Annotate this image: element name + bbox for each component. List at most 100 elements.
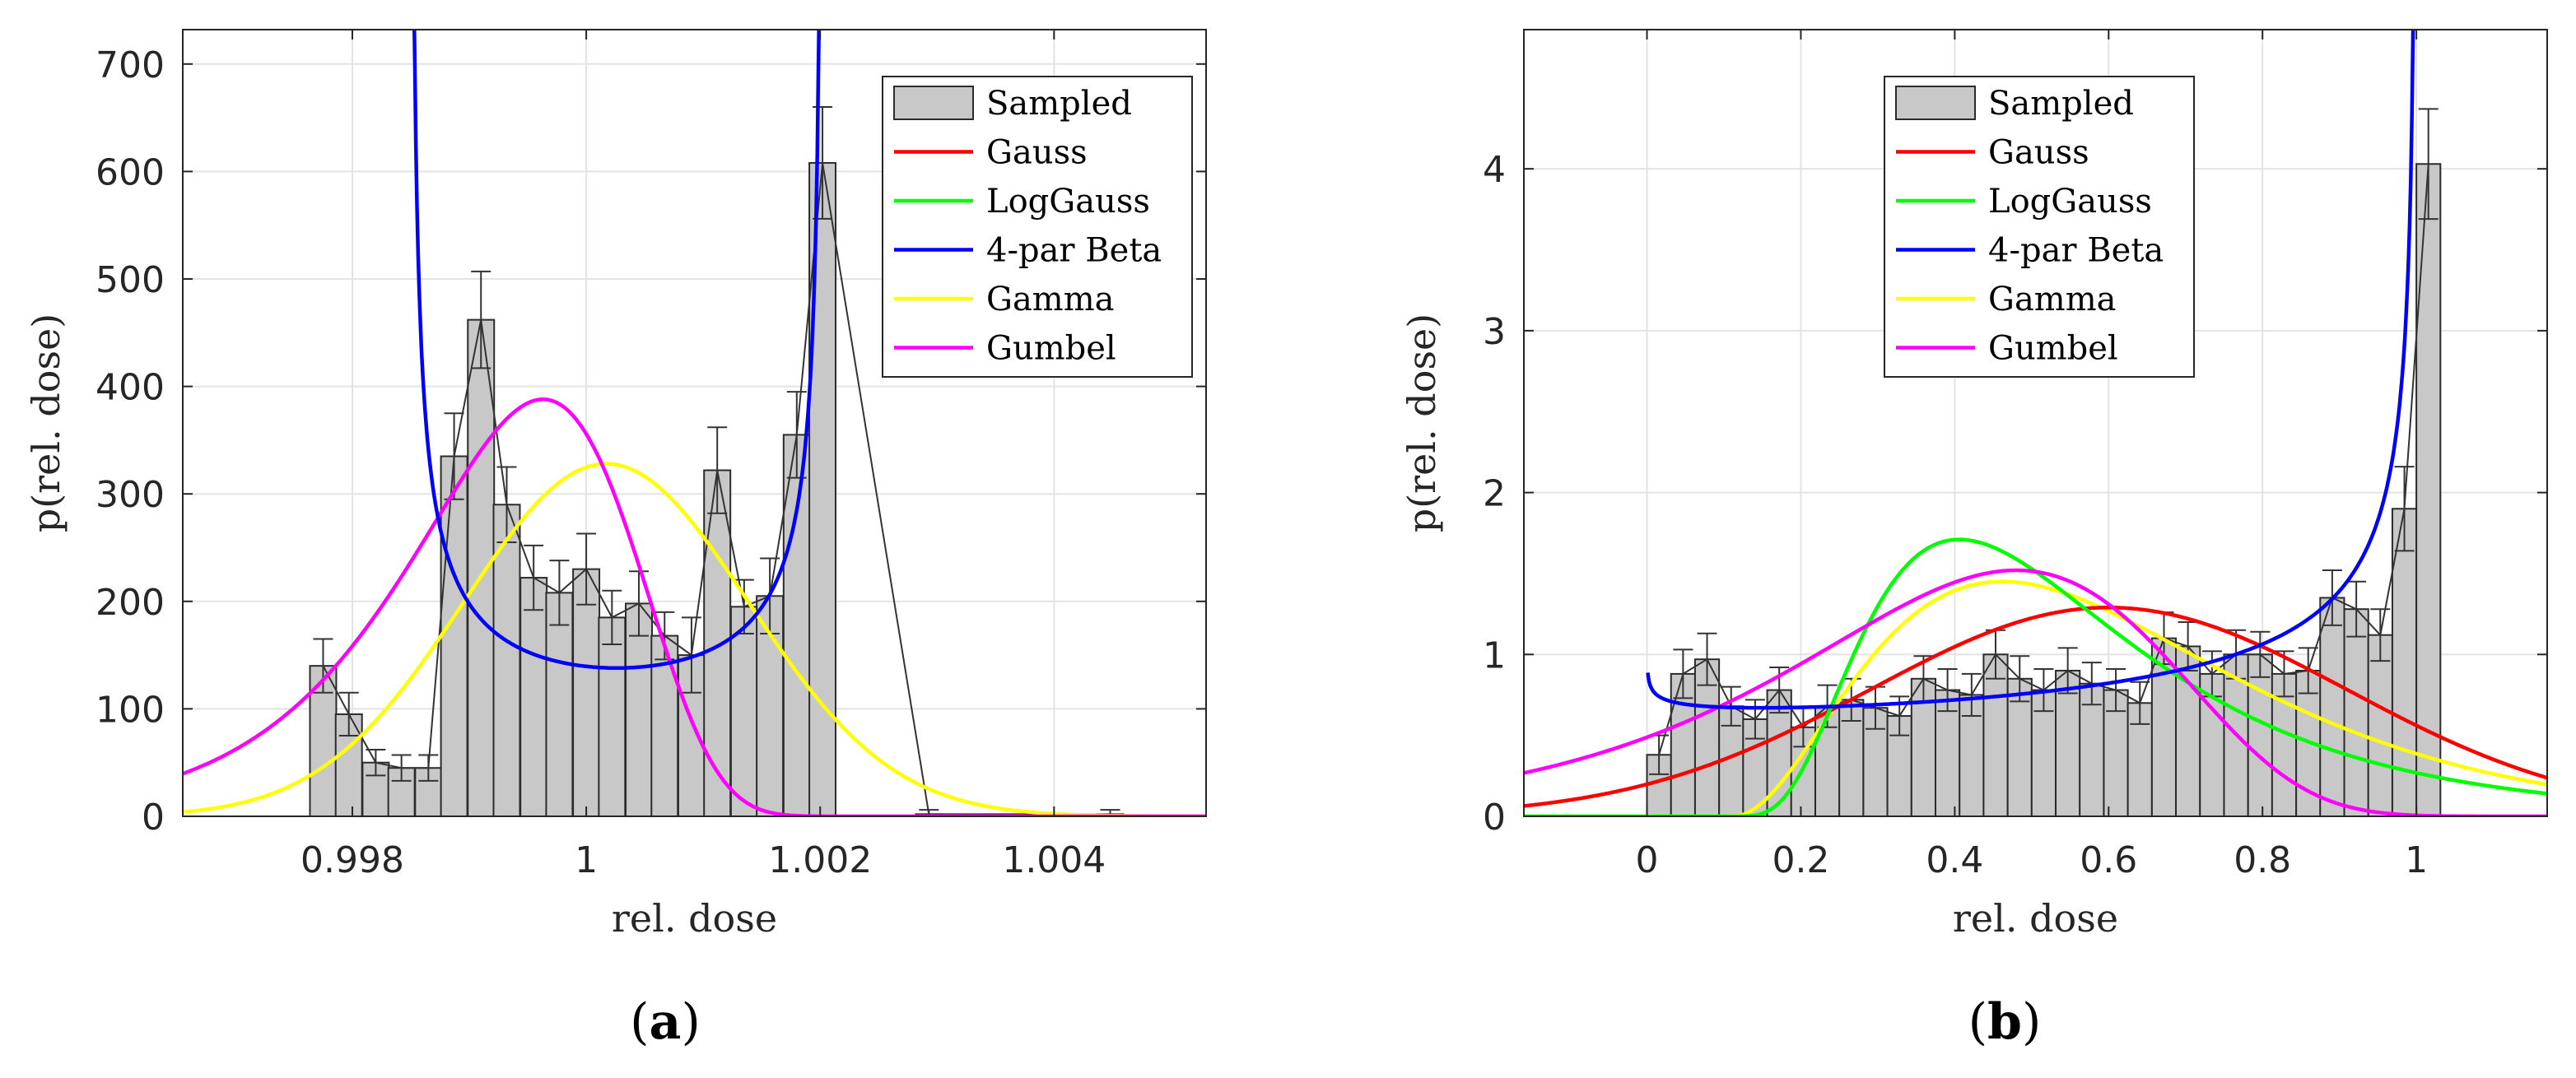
histogram-bar — [2247, 653, 2273, 816]
x-axis-title: rel. dose — [1953, 896, 2118, 941]
histogram-bar — [572, 568, 601, 816]
legend-item-label: Gamma — [1988, 281, 2117, 318]
axes-box — [182, 29, 1207, 817]
curve-gamma — [1524, 579, 2547, 816]
error-bar — [2081, 662, 2102, 706]
x-tick-label: 0.998 — [300, 839, 404, 881]
histogram-bar — [492, 504, 521, 816]
error-bar — [2057, 647, 2078, 695]
y-axis-title: p(rel. dose) — [24, 314, 68, 532]
legend-item-label: Gumbel — [1988, 330, 2118, 368]
error-bar — [366, 749, 386, 777]
error-bar — [418, 754, 439, 782]
error-bar — [313, 638, 333, 694]
legend-box — [1884, 76, 2195, 378]
x-tick-label: 1 — [575, 839, 598, 881]
x-tick-label: 0.4 — [1926, 839, 1983, 881]
y-tick-label: 300 — [95, 474, 165, 516]
histogram-bar — [729, 606, 758, 816]
y-tick-label: 400 — [95, 367, 165, 409]
curve-4-par-beta — [412, 30, 821, 671]
histogram-bar — [1982, 653, 2009, 816]
error-bar — [2370, 608, 2391, 662]
error-bar — [391, 754, 412, 782]
legend-item-label: Sampled — [1988, 85, 2134, 123]
histogram-bar — [2415, 163, 2442, 816]
y-tick-label: 0 — [1483, 797, 1506, 839]
histogram-bar — [545, 592, 574, 816]
x-tick-label: 0.6 — [2080, 839, 2137, 881]
panel-a: 0.998 1 1.002 1.004 0 100 200 300 400 500 600 700 re… — [24, 29, 1207, 1051]
legend: Sampled Gauss LogGauss 4-par Beta Gamma Gumbe… — [882, 76, 1193, 378]
plot-content — [1524, 30, 2547, 816]
legend-item-label: Gauss — [986, 134, 1088, 172]
histogram-bar — [598, 616, 627, 816]
error-bar — [2106, 667, 2126, 713]
histogram-bar — [782, 434, 811, 816]
curve-4-par-beta — [1646, 30, 2415, 710]
y-tick-label: 4 — [1483, 149, 1506, 191]
histogram-bar — [467, 318, 496, 816]
curve-gauss — [1524, 605, 2547, 808]
error-bar — [1697, 632, 1717, 686]
y-tick-label: 700 — [95, 44, 165, 86]
panel-label: (a) — [630, 993, 701, 1051]
error-bar — [549, 560, 570, 626]
plot-content — [183, 30, 1206, 816]
x-tick-label: 1.004 — [1002, 839, 1106, 881]
error-bar — [524, 544, 544, 611]
error-bar — [1937, 667, 1958, 713]
error-bar — [2346, 580, 2367, 638]
legend-item-label: Gauss — [1988, 134, 2089, 172]
histogram-bar — [2367, 634, 2393, 816]
panel-letter: a — [650, 993, 682, 1051]
legend-item-label: LogGauss — [1988, 183, 2152, 221]
x-tick-label: 1 — [2405, 839, 2428, 881]
y-tick-label: 1 — [1483, 634, 1506, 676]
axes-box — [1523, 29, 2548, 817]
y-axis-title: p(rel. dose) — [1400, 314, 1444, 532]
histogram-bar — [2343, 608, 2369, 816]
x-tick-label: 1.002 — [768, 839, 872, 881]
legend-item-label: Gamma — [986, 281, 1115, 318]
panel-b: 0 0.2 0.4 0.6 0.8 1 0 1 2 3 4 rel. dose p(rel. dose)… — [1400, 29, 2548, 1051]
histogram-bar — [703, 469, 732, 816]
panel-letter: b — [1987, 993, 2022, 1051]
error-bar — [654, 611, 675, 661]
error-bar — [2250, 630, 2271, 678]
x-tick-label: 0 — [1636, 839, 1659, 881]
panel-label: (b) — [1968, 993, 2042, 1051]
y-tick-label: 200 — [95, 582, 165, 624]
error-bar — [2418, 108, 2439, 221]
legend-swatch-sampled — [893, 86, 974, 120]
x-tick-label: 0.8 — [2234, 839, 2291, 881]
legend-item-label: 4-par Beta — [1988, 232, 2164, 270]
error-bar — [338, 691, 359, 737]
curve-gumbel — [183, 397, 1206, 816]
legend-item-label: Gumbel — [986, 330, 1116, 368]
y-tick-label: 500 — [95, 259, 165, 301]
error-bar — [707, 426, 728, 514]
legend-item-label: Sampled — [986, 85, 1132, 123]
legend-item-label: 4-par Beta — [986, 232, 1162, 270]
error-bar — [681, 616, 701, 694]
y-tick-label: 3 — [1483, 311, 1506, 353]
sampled-line — [322, 162, 1111, 815]
legend: Sampled Gauss LogGauss 4-par Beta Gamma Gumbe… — [1884, 76, 2195, 378]
legend-swatch-sampled — [1895, 86, 1976, 120]
error-bar — [1961, 672, 1982, 718]
error-bar — [1673, 648, 1693, 699]
y-tick-label: 600 — [95, 151, 165, 193]
curve-gamma — [183, 462, 1206, 816]
legend-item-label: LogGauss — [986, 183, 1150, 221]
error-bar — [576, 532, 597, 606]
x-axis-title: rel. dose — [612, 896, 777, 941]
error-bar — [2130, 681, 2150, 725]
histogram-bar — [519, 577, 548, 816]
curve-gumbel — [1524, 568, 2547, 816]
error-bar — [2394, 466, 2415, 552]
error-bar — [602, 589, 622, 646]
x-tick-label: 0.2 — [1772, 839, 1829, 881]
legend-box — [882, 76, 1193, 378]
